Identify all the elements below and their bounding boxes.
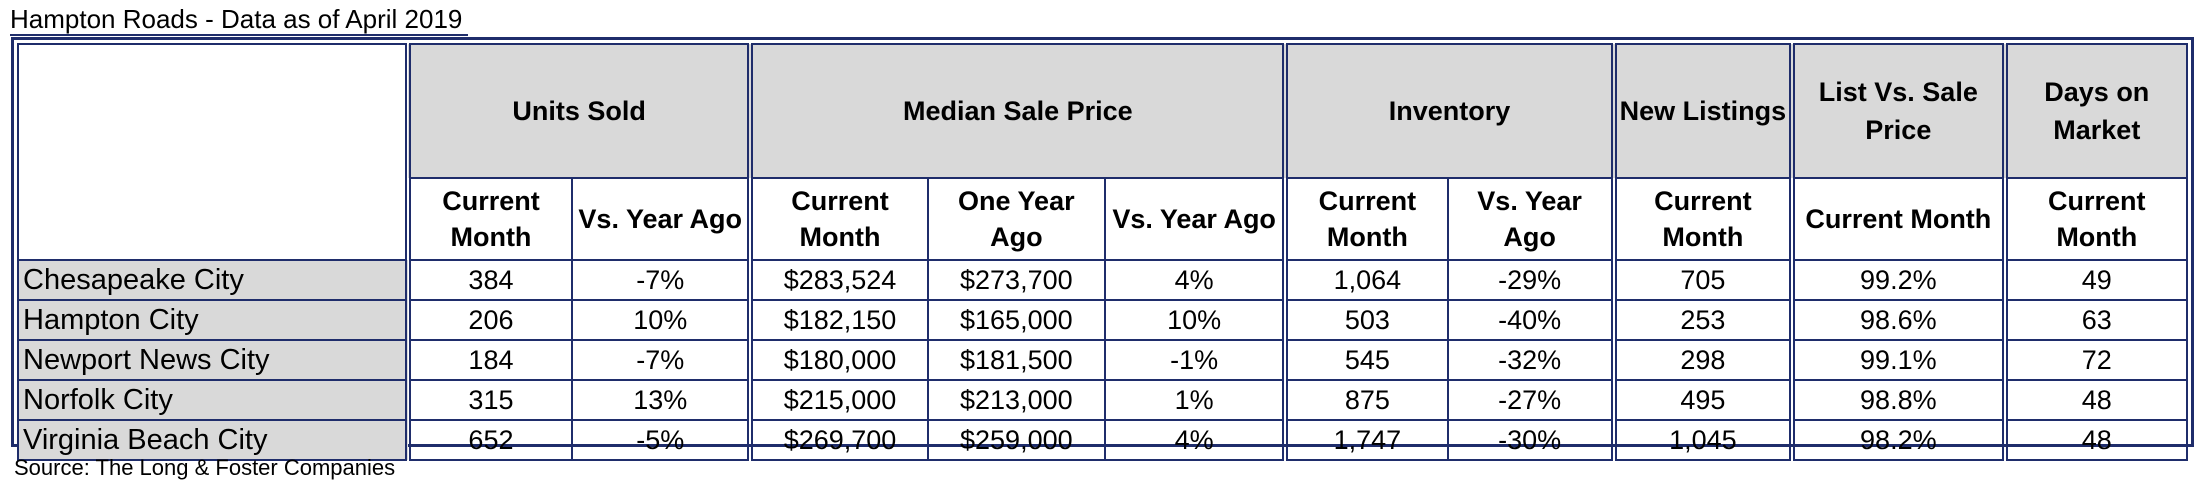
- city-name: Newport News City: [17, 339, 409, 381]
- units-vs-year: -5%: [571, 419, 752, 461]
- median-price: $180,000: [747, 339, 929, 381]
- subheader-inv-current: Current Month: [1282, 177, 1449, 261]
- subheader-inv-vs: Vs. Year Ago: [1446, 177, 1615, 261]
- inventory-vs: -32%: [1446, 339, 1615, 381]
- median-price-vs: -1%: [1103, 339, 1287, 381]
- median-price-vs: 1%: [1103, 379, 1287, 421]
- new-listings: 253: [1610, 299, 1794, 341]
- units-vs-year: -7%: [571, 339, 752, 381]
- median-price: $182,150: [747, 299, 929, 341]
- median-price-prev: $165,000: [926, 299, 1106, 341]
- new-listings: 298: [1610, 339, 1794, 381]
- days-on-market: 48: [2001, 419, 2189, 461]
- list-vs-sale: 99.1%: [1789, 339, 2006, 381]
- subheader-dom-current: Current Month: [2001, 177, 2189, 261]
- inventory-vs: -29%: [1446, 259, 1615, 301]
- days-on-market: 49: [2001, 259, 2189, 301]
- median-price-vs: 4%: [1103, 419, 1287, 461]
- source-note: Source: The Long & Foster Companies: [14, 455, 396, 480]
- city-name: Norfolk City: [17, 379, 409, 421]
- inventory-vs: -27%: [1446, 379, 1615, 421]
- units-vs-year: 10%: [571, 299, 752, 341]
- days-on-market: 72: [2001, 339, 2189, 381]
- inventory: 503: [1282, 299, 1449, 341]
- median-price-prev: $181,500: [926, 339, 1106, 381]
- table-row: Newport News City 184 -7% $180,000 $181,…: [17, 339, 2189, 381]
- subheader-lvs-current: Current Month: [1789, 177, 2006, 261]
- subheader-new-current: Current Month: [1610, 177, 1794, 261]
- city-name: Virginia Beach City: [17, 419, 409, 461]
- new-listings: 705: [1610, 259, 1794, 301]
- city-name: Chesapeake City: [17, 259, 409, 301]
- inventory-vs: -30%: [1446, 419, 1615, 461]
- list-vs-sale: 98.6%: [1789, 299, 2006, 341]
- header-new-listings: New Listings: [1610, 43, 1794, 179]
- units-vs-year: 13%: [571, 379, 752, 421]
- new-listings: 1,045: [1610, 419, 1794, 461]
- table-row: Hampton City 206 10% $182,150 $165,000 1…: [17, 299, 2189, 341]
- days-on-market: 48: [2001, 379, 2189, 421]
- units-sold: 206: [404, 299, 574, 341]
- units-sold: 184: [404, 339, 574, 381]
- median-price: $269,700: [747, 419, 929, 461]
- inventory: 545: [1282, 339, 1449, 381]
- header-list-vs-sale: List Vs. Sale Price: [1789, 43, 2006, 179]
- header-inventory: Inventory: [1282, 43, 1615, 179]
- header-units-sold: Units Sold: [404, 43, 752, 179]
- subheader-price-prev: One Year Ago: [926, 177, 1106, 261]
- median-price-prev: $273,700: [926, 259, 1106, 301]
- table-row: Virginia Beach City 652 -5% $269,700 $25…: [17, 419, 2189, 461]
- table-row: Norfolk City 315 13% $215,000 $213,000 1…: [17, 379, 2189, 421]
- units-sold: 315: [404, 379, 574, 421]
- list-vs-sale: 98.2%: [1789, 419, 2006, 461]
- list-vs-sale: 99.2%: [1789, 259, 2006, 301]
- subheader-price-vs: Vs. Year Ago: [1103, 177, 1287, 261]
- corner-cell: [17, 43, 409, 261]
- median-price-vs: 4%: [1103, 259, 1287, 301]
- table-row: Chesapeake City 384 -7% $283,524 $273,70…: [17, 259, 2189, 301]
- data-table-frame: Units Sold Median Sale Price Inventory N…: [11, 37, 2194, 461]
- market-data-table: Units Sold Median Sale Price Inventory N…: [17, 43, 2189, 461]
- median-price: $283,524: [747, 259, 929, 301]
- units-sold: 384: [404, 259, 574, 301]
- header-median-sale-price: Median Sale Price: [747, 43, 1287, 179]
- median-price: $215,000: [747, 379, 929, 421]
- list-vs-sale: 98.8%: [1789, 379, 2006, 421]
- median-price-prev: $213,000: [926, 379, 1106, 421]
- inventory: 1,747: [1282, 419, 1449, 461]
- units-sold: 652: [404, 419, 574, 461]
- inventory-vs: -40%: [1446, 299, 1615, 341]
- inventory: 1,064: [1282, 259, 1449, 301]
- page-title: Hampton Roads - Data as of April 2019: [10, 4, 469, 36]
- city-name: Hampton City: [17, 299, 409, 341]
- new-listings: 495: [1610, 379, 1794, 421]
- days-on-market: 63: [2001, 299, 2189, 341]
- inventory: 875: [1282, 379, 1449, 421]
- median-price-vs: 10%: [1103, 299, 1287, 341]
- subheader-units-vs: Vs. Year Ago: [571, 177, 752, 261]
- subheader-units-current: Current Month: [404, 177, 574, 261]
- median-price-prev: $259,000: [926, 419, 1106, 461]
- header-days-on-market: Days on Market: [2001, 43, 2189, 179]
- units-vs-year: -7%: [571, 259, 752, 301]
- subheader-price-current: Current Month: [747, 177, 929, 261]
